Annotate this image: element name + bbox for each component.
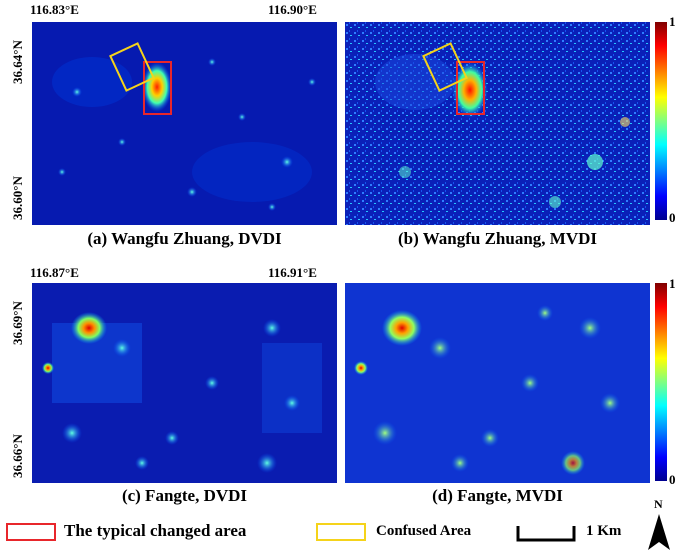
caption-a: (a) Wangfu Zhuang, DVDI: [87, 229, 282, 248]
legend-confused-swatch: [316, 523, 366, 541]
caption-b: (b) Wangfu Zhuang, MVDI: [397, 229, 598, 248]
bottom-lon-left: 116.87°E: [30, 265, 79, 280]
colorbar-bottom-min: 0: [669, 472, 676, 487]
map-raster-a: [32, 22, 337, 225]
bottom-lat-bottom: 36.66°N: [10, 434, 25, 478]
changed-area-box-a: [143, 61, 172, 115]
colorbar-top-max: 1: [669, 14, 676, 29]
legend-confused-label: Confused Area: [376, 523, 472, 539]
caption-c: (c) Fangte, DVDI: [121, 486, 248, 505]
map-panel-c: [32, 283, 337, 483]
bottom-lat-top: 36.69°N: [10, 301, 25, 345]
map-raster-c: [32, 283, 337, 483]
confused-area-box-a: [109, 42, 155, 92]
legend-changed-label: The typical changed area: [64, 521, 247, 540]
colorbar-top-min: 0: [669, 210, 676, 225]
top-lon-right: 116.90°E: [268, 2, 317, 17]
top-lon-left: 116.83°E: [30, 2, 79, 17]
north-label: N: [654, 497, 663, 511]
changed-area-box-b: [456, 61, 485, 115]
scale-bar-label: 1 Km: [586, 523, 622, 539]
confused-area-box-b: [422, 42, 468, 92]
bottom-lon-right: 116.91°E: [268, 265, 317, 280]
colorbar-bottom: [655, 283, 667, 481]
colorbar-top: [655, 22, 667, 220]
map-panel-b: [345, 22, 650, 225]
map-panel-d: [345, 283, 650, 483]
caption-d: (d) Fangte, MVDI: [432, 486, 563, 505]
top-lat-bottom: 36.60°N: [10, 176, 25, 220]
colorbar-bottom-max: 1: [669, 276, 676, 291]
map-raster-d: [345, 283, 650, 483]
scale-bar: [516, 526, 576, 542]
map-raster-b: [345, 22, 650, 225]
legend-changed-swatch: [6, 523, 56, 541]
top-lat-top: 36.64°N: [10, 40, 25, 84]
map-panel-a: [32, 22, 337, 225]
north-arrow-icon: [648, 514, 670, 550]
